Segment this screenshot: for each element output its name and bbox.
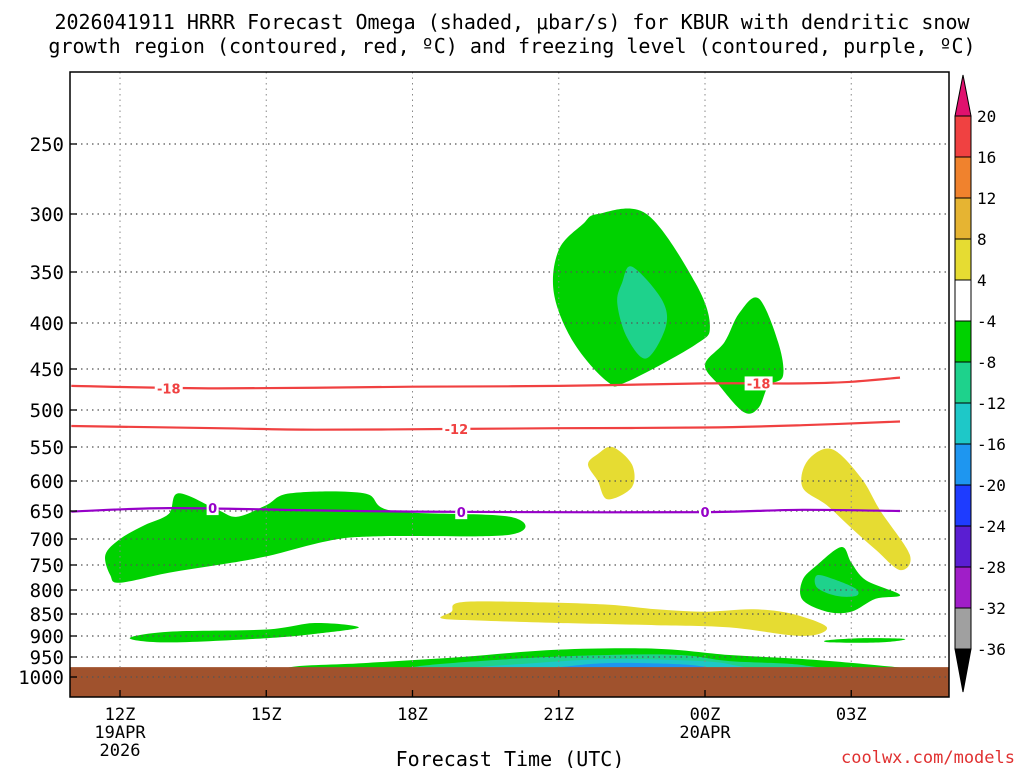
chart-title-line2: growth region (contoured, red, ºC) and f… [48,34,975,58]
contour-label: 0 [700,506,709,521]
colorbar-segment [954,566,972,609]
y-tick-label: 850 [30,604,64,626]
omega-region-green-lower-band [129,622,359,643]
plot-frame [69,71,950,698]
chart-title-line1: 2026041911 HRRR Forecast Omega (shaded, … [54,10,970,34]
y-tick-label: 750 [30,555,64,577]
y-tick-label: 450 [30,359,64,381]
colorbar-label: 20 [977,107,996,126]
colorbar-segment [954,320,972,363]
contour-dgz-bottom [71,420,901,431]
y-tick-label: 900 [30,626,64,648]
contour-label-bg [699,505,711,520]
contour-label-bg [455,505,468,520]
colorbar-segment [954,402,972,445]
x-tick-label: 15Z [251,705,282,725]
omega-region-yellow-mid-1 [588,446,635,500]
colorbar-segment [954,607,972,650]
colorbar: 20 16 12 8 4 -4 -8 -12 -16 -20 -24 -28 -32 -36 [954,74,1006,693]
colorbar-segment [954,238,972,281]
colorbar-segment [954,279,972,322]
colorbar-segment [954,197,972,240]
contour-label-bg [206,501,219,516]
colorbar-segment [954,115,972,158]
y-tick-label: 950 [30,647,64,669]
y-tick-label: 400 [30,313,64,335]
x-tick-label: 00Z [690,705,721,725]
y-tick-label: 500 [30,400,64,422]
colorbar-segment [954,361,972,404]
x-axis-label: Forecast Time (UTC) [396,747,625,768]
contour-label-bg [154,381,183,396]
terrain-fill [70,667,949,697]
omega-region-teal-lower-right [814,574,859,597]
colorbar-label: 4 [977,271,987,290]
colorbar-label: -4 [977,312,996,331]
y-tick-label: 1000 [18,667,64,689]
y-tick-label: 700 [30,529,64,551]
x-tick-label: 18Z [397,705,428,725]
colorbar-segment [954,525,972,568]
contour-label-bg [442,421,471,436]
contour-label: -18 [157,382,181,397]
colorbar-segment [954,156,972,199]
colorbar-label: -12 [977,394,1006,413]
contour-freezing-level [71,506,901,514]
omega-region-yellow-lower [440,601,828,636]
gridlines [70,72,949,678]
colorbar-label: 12 [977,189,996,208]
colorbar-label: -16 [977,435,1006,454]
contour-label: -18 [747,377,771,392]
colorbar-label: -20 [977,476,1006,495]
contour-label: 0 [457,506,466,521]
terrain-layer [70,667,949,697]
contour-label: 0 [208,502,217,517]
omega-region-green-lower-left [104,491,526,583]
x-tick-label: 21Z [543,705,574,725]
contour-dgz-top [71,376,901,390]
colorbar-bottom-triangle [954,648,972,693]
colorbar-segment [954,484,972,527]
y-tick-label: 600 [30,471,64,493]
omega-region-green-lower-right [800,546,901,614]
colorbar-top-triangle [954,74,972,117]
colorbar-segment [954,443,972,486]
x-tick-year-label: 2026 [100,741,141,761]
contour-label: -12 [445,423,469,438]
colorbar-label: -28 [977,558,1006,577]
x-tick-date-label: 20APR [679,723,731,743]
omega-region-teal-upper-1 [617,266,668,359]
y-tick-label: 350 [30,262,64,284]
colorbar-label: -36 [977,640,1006,659]
colorbar-label: -8 [977,353,996,372]
y-tick-label: 250 [30,134,64,156]
y-axis-ticks: 2503003504004505005506006507007508008509… [18,134,77,689]
colorbar-label: 8 [977,230,987,249]
y-tick-label: 550 [30,437,64,459]
y-tick-label: 650 [30,501,64,523]
contour-lines [71,376,901,514]
omega-region-green-lower-right-small [823,638,906,643]
colorbar-label: -32 [977,599,1006,618]
y-tick-label: 300 [30,204,64,226]
watermark: coolwx.com/models [841,748,1015,768]
contour-label-bg [744,376,773,391]
y-tick-label: 800 [30,580,64,602]
x-tick-label: 12Z [105,705,136,725]
colorbar-label: 16 [977,148,996,167]
colorbar-label: -24 [977,517,1006,536]
x-tick-date-label: 19APR [94,723,146,743]
x-tick-label: 03Z [836,705,867,725]
contour-labels: -18 -18 -12 0 0 0 [154,376,773,521]
omega-region-green-upper-2 [704,297,784,414]
omega-shaded-regions [70,208,949,679]
